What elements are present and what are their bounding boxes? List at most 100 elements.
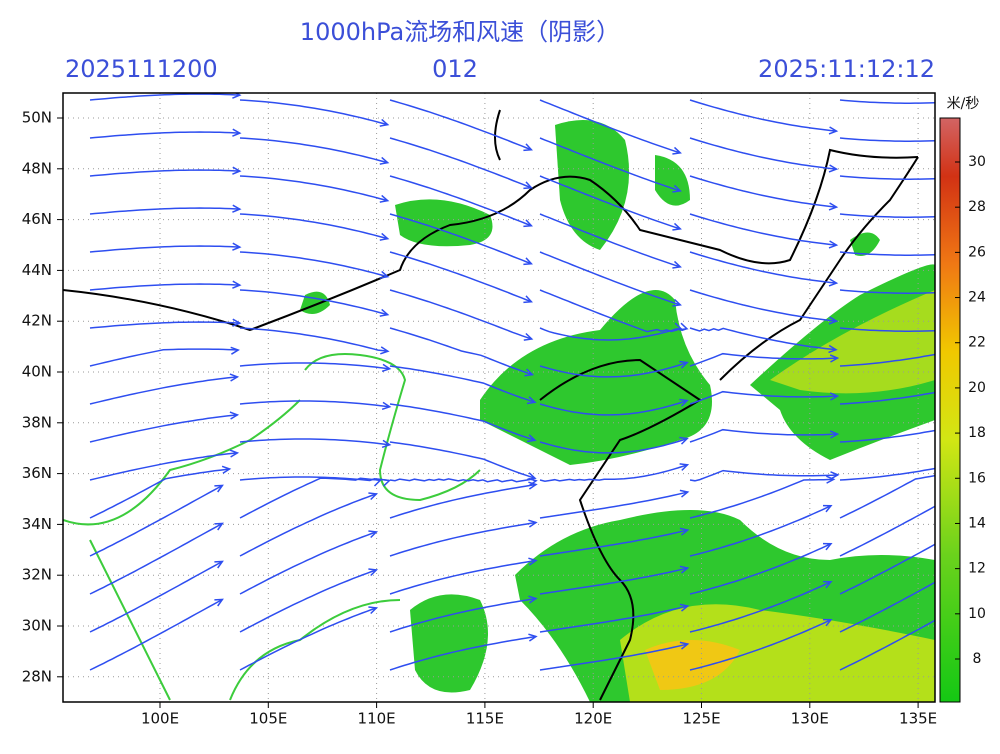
streamline-arrow: [822, 580, 833, 589]
streamline-arrow: [381, 478, 392, 487]
streamline-arrow: [221, 465, 232, 474]
streamline: [389, 137, 532, 189]
streamline: [539, 491, 688, 519]
streamline-arrow: [679, 641, 690, 650]
shade: [645, 640, 740, 690]
map-frame: [62, 92, 936, 703]
streamline: [839, 474, 935, 519]
strong-wind-shading: [620, 290, 935, 702]
shade: [850, 232, 880, 256]
streamline: [89, 468, 230, 519]
streamline-arrow: [523, 257, 533, 266]
colorbar-tick-label: 24: [968, 290, 986, 306]
streamline-arrow: [523, 219, 533, 228]
streamline-arrow: [232, 204, 242, 213]
streamline-arrow: [822, 618, 833, 627]
colorbar-tick-label: 26: [968, 244, 986, 260]
streamline-arrow: [528, 633, 538, 642]
streamline: [839, 289, 935, 294]
streamline-arrow: [528, 481, 538, 490]
streamline: [239, 400, 390, 408]
streamlines: [89, 93, 1000, 671]
lat-label: 28N: [22, 667, 52, 685]
shade: [480, 290, 712, 465]
streamline-arrow: [679, 360, 689, 369]
streamline: [539, 361, 688, 378]
border: [719, 156, 919, 381]
streamline: [689, 289, 837, 322]
streamline: [539, 464, 688, 482]
streamline: [689, 213, 837, 246]
streamline: [539, 99, 681, 154]
streamline: [689, 327, 837, 351]
streamline: [839, 505, 935, 557]
streamline-arrow: [679, 463, 690, 471]
streamline-arrow: [982, 173, 990, 180]
boundaries: [63, 109, 919, 701]
streamline-arrow: [828, 316, 839, 325]
colorbar: [939, 117, 961, 703]
streamline-arrow: [232, 318, 242, 327]
colorbar-ticks: 8 10 12 14 16 18 20 22 24 26 28 30: [955, 154, 986, 667]
streamline-arrow: [232, 93, 242, 99]
streamline: [389, 99, 532, 151]
streamline-arrow: [672, 260, 682, 269]
streamline: [990, 314, 1000, 328]
lat-label: 38N: [22, 413, 52, 431]
streamline: [990, 124, 1000, 138]
streamline: [89, 131, 240, 139]
lat-label: 44N: [22, 261, 52, 279]
streamline-arrow: [679, 603, 690, 612]
streamline-arrow: [526, 396, 537, 405]
streamline: [689, 390, 838, 405]
streamline-arrow: [679, 489, 690, 498]
streamline: [239, 477, 381, 519]
lat-label: 30N: [22, 617, 52, 635]
streamline-arrow: [672, 146, 682, 155]
lon-label: 135E: [899, 710, 937, 728]
border: [63, 148, 919, 332]
streamline-arrow: [828, 202, 839, 211]
streamline: [89, 560, 223, 633]
colorbar-tick-label: 22: [968, 335, 986, 351]
streamline: [389, 521, 537, 557]
streamline: [239, 531, 377, 595]
colorbar-tick-label: 30: [968, 154, 986, 170]
streamline: [239, 213, 388, 240]
streamline: [990, 493, 1000, 556]
streamline: [539, 175, 681, 230]
streamline-arrow: [982, 135, 990, 142]
streamline-arrow: [679, 565, 690, 574]
streamline: [689, 469, 838, 482]
map-title: 1000hPa流场和风速（阴影）: [300, 18, 620, 46]
streamline: [239, 607, 377, 671]
streamline: [839, 213, 935, 218]
colorbar-tick-label: 28: [968, 199, 986, 215]
lat-label: 42N: [22, 312, 52, 330]
coastline: [494, 109, 702, 701]
shade: [555, 120, 630, 250]
streamline-arrow: [523, 181, 533, 190]
streamline: [89, 522, 223, 595]
streamline: [389, 478, 537, 483]
streamline: [689, 581, 832, 633]
streamline: [389, 441, 536, 480]
colorbar-tick-label: 18: [968, 425, 986, 441]
streamline-arrow: [232, 242, 242, 251]
streamline-arrow: [528, 519, 538, 528]
streamline: [389, 635, 537, 671]
streamline: [389, 559, 537, 595]
streamline: [839, 175, 935, 180]
streamline: [389, 175, 532, 227]
colorbar-tick-label: 8: [973, 651, 982, 667]
streamline: [89, 414, 238, 443]
streamline-arrow: [672, 184, 682, 193]
lon-label: 120E: [574, 710, 612, 728]
streamline: [539, 399, 688, 416]
streamline-arrow: [229, 411, 240, 420]
streamline: [539, 529, 688, 557]
streamline: [990, 162, 1000, 176]
streamline: [990, 445, 1000, 480]
colorbar-tick-label: 14: [968, 515, 986, 531]
streamline: [89, 376, 238, 405]
